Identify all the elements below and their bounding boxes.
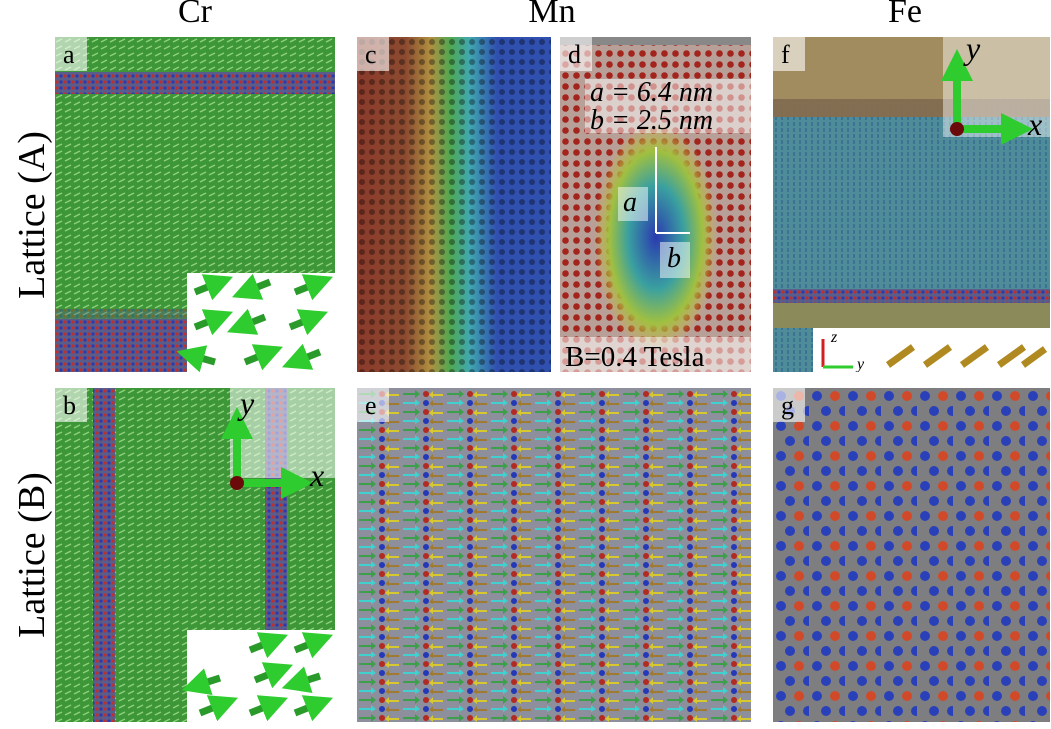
axis-label: y <box>855 356 865 373</box>
panel-letter: a <box>63 40 75 69</box>
column-header: Cr <box>178 0 213 30</box>
row-label: Lattice (B) <box>11 472 53 638</box>
panel-letter: b <box>63 391 76 420</box>
row-label: Lattice (A) <box>11 131 53 299</box>
panel-e: e <box>357 388 751 722</box>
panel-d: a = 6.4 nm b = 2.5 nm a b B=0.4 Tesla d <box>560 37 751 373</box>
axis-label: x <box>1027 106 1042 142</box>
panel-letter: e <box>365 391 377 420</box>
panel-b: y x b <box>55 385 335 722</box>
panel-g: g <box>773 388 1050 722</box>
panel-letter: c <box>365 40 377 69</box>
annotation: b = 2.5 nm <box>590 105 713 136</box>
axis-label: z <box>830 329 838 346</box>
figure: Cr Mn Fe Lattice (A) Lattice (B) a y x <box>0 0 1051 729</box>
axis-label: y <box>237 385 255 421</box>
column-header: Fe <box>888 0 922 30</box>
annotation: a <box>623 187 637 218</box>
panel-letter: d <box>568 40 581 69</box>
annotation: a = 6.4 nm <box>590 77 713 108</box>
column-header: Mn <box>528 0 575 30</box>
panel-letter: f <box>781 40 790 69</box>
panel-a: a <box>55 37 335 372</box>
panel-letter: g <box>781 391 794 420</box>
axis-label: x <box>309 457 324 493</box>
annotation: B=0.4 Tesla <box>565 341 705 373</box>
axis-label: y <box>963 30 981 66</box>
panel-f: y x z y f <box>773 30 1050 373</box>
panel-c: c <box>357 37 551 372</box>
annotation: b <box>667 243 681 274</box>
